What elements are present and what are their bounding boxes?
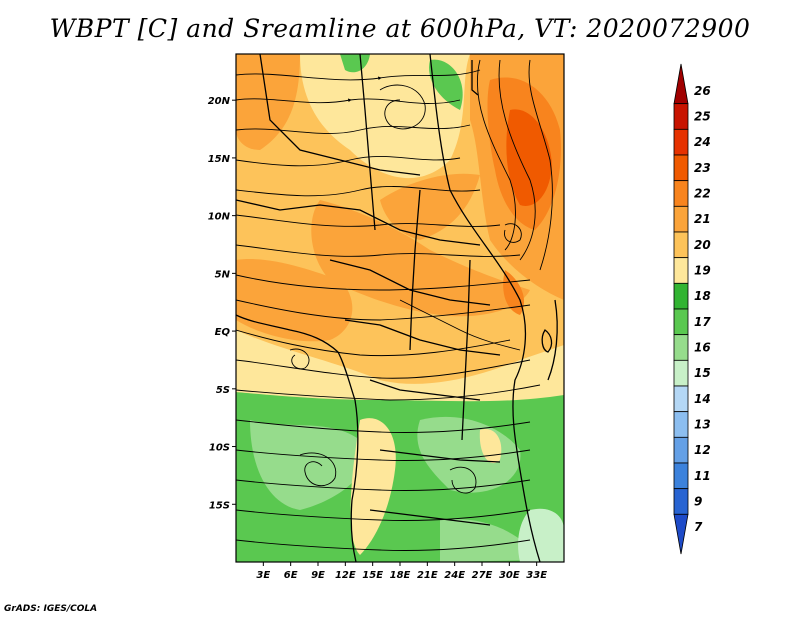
latitude-axis: 20N 15N 10N 5N EQ 5S 10S 15S bbox=[208, 96, 236, 511]
lat-tick-label: 20N bbox=[208, 96, 231, 107]
colorbar-label: 13 bbox=[694, 418, 711, 432]
footer-credit: GrADS: IGES/COLA bbox=[4, 604, 98, 614]
lon-tick-label: 12E bbox=[335, 570, 356, 581]
longitude-axis: 3E 6E 9E 12E 15E 18E 21E 24E 27E 30E 33E bbox=[256, 562, 547, 581]
colorbar-label: 20 bbox=[694, 238, 711, 252]
colorbar-label: 18 bbox=[694, 289, 711, 303]
colorbar-swatch bbox=[673, 436, 689, 464]
country-borders bbox=[236, 54, 558, 562]
colorbar-swatch bbox=[673, 154, 689, 182]
lon-tick-label: 6E bbox=[284, 570, 298, 581]
lon-tick-label: 21E bbox=[417, 570, 438, 581]
colorbar-swatch bbox=[673, 205, 689, 233]
colorbar-swatch bbox=[673, 488, 689, 515]
colorbar-label: 14 bbox=[694, 392, 711, 406]
lat-tick-label: 15N bbox=[208, 154, 231, 165]
colorbar-label: 15 bbox=[694, 366, 711, 380]
colorbar-label: 7 bbox=[694, 520, 703, 534]
colorbar-label: 22 bbox=[694, 187, 711, 201]
colorbar-label: 9 bbox=[694, 495, 702, 509]
colorbar-label: 21 bbox=[694, 212, 711, 226]
colorbar-label: 17 bbox=[694, 315, 711, 329]
colorbar-swatch bbox=[673, 282, 689, 310]
colorbar-swatch bbox=[673, 359, 689, 387]
colorbar-label: 26 bbox=[694, 84, 711, 98]
colorbar-swatch bbox=[673, 180, 689, 207]
colorbar-label: 16 bbox=[694, 341, 711, 355]
lon-tick-label: 30E bbox=[499, 570, 520, 581]
colorbar-label: 19 bbox=[694, 264, 711, 278]
colorbar-swatch bbox=[673, 462, 689, 490]
lat-tick-label: 5S bbox=[216, 385, 230, 396]
lon-tick-label: 27E bbox=[472, 570, 493, 581]
lon-tick-label: 18E bbox=[390, 570, 411, 581]
colorbar-swatch bbox=[673, 334, 689, 361]
colorbar-label: 23 bbox=[694, 161, 711, 175]
colorbar-swatch bbox=[673, 231, 689, 259]
lat-tick-label: 10N bbox=[208, 212, 231, 223]
lat-tick-label: 10S bbox=[209, 443, 230, 454]
colorbar-swatch bbox=[673, 63, 689, 105]
lat-tick-label: 5N bbox=[215, 269, 231, 280]
colorbar-swatch bbox=[673, 411, 689, 438]
colorbar-swatch bbox=[673, 308, 689, 336]
colorbar-swatch bbox=[673, 257, 689, 284]
colorbar-label: 12 bbox=[694, 443, 711, 457]
colorbar-label: 24 bbox=[694, 135, 711, 149]
streamlines bbox=[236, 59, 553, 551]
map-title: WBPT [C] and Sreamline at 600hPa, VT: 20… bbox=[49, 14, 751, 43]
colorbar-label: 11 bbox=[694, 469, 711, 483]
lon-tick-label: 33E bbox=[526, 570, 547, 581]
colorbar-swatch bbox=[673, 385, 689, 413]
colorbar-label: 25 bbox=[694, 110, 711, 124]
colorbar-swatch bbox=[673, 513, 689, 555]
colorbar-swatch bbox=[673, 128, 689, 156]
lon-tick-label: 9E bbox=[311, 570, 325, 581]
lon-tick-label: 15E bbox=[362, 570, 383, 581]
lon-tick-label: 24E bbox=[444, 570, 465, 581]
lon-tick-label: 3E bbox=[256, 570, 270, 581]
colorbar: 26 25 24 23 22 21 20 19 18 17 16 15 14 13 12 11 9 7 bbox=[673, 63, 711, 555]
lat-tick-label: EQ bbox=[215, 327, 231, 338]
lat-tick-label: 15S bbox=[209, 500, 230, 511]
colorbar-swatch bbox=[673, 103, 689, 130]
